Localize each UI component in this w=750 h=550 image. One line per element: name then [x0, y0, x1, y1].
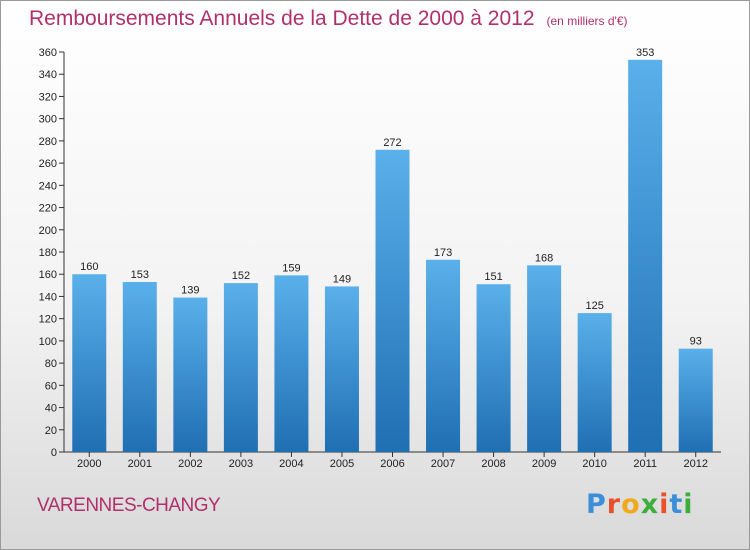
- y-tick-label: 220: [39, 203, 57, 215]
- y-tick-label: 40: [45, 403, 57, 415]
- y-tick-label: 320: [39, 91, 57, 103]
- value-label-2001: 153: [131, 269, 149, 281]
- y-tick-label: 0: [51, 447, 57, 459]
- logo-letter: P: [586, 489, 607, 520]
- y-tick-label: 160: [39, 269, 57, 281]
- bar-2002: [173, 297, 208, 452]
- value-label-2012: 93: [690, 336, 702, 348]
- x-tick-label: 2005: [330, 458, 354, 470]
- x-tick-label: 2010: [582, 458, 606, 470]
- value-label-2009: 168: [535, 252, 553, 264]
- value-label-2008: 151: [484, 271, 502, 283]
- commune-name: VARENNES-CHANGY: [37, 495, 221, 516]
- x-tick-label: 2002: [178, 458, 202, 470]
- y-tick-label: 140: [39, 291, 57, 303]
- logo-letter: t: [669, 489, 684, 520]
- bar-2012: [678, 348, 713, 452]
- y-tick-label: 360: [39, 47, 57, 59]
- y-tick-label: 80: [45, 358, 57, 370]
- logo-letter: o: [621, 489, 641, 520]
- bar-2000: [72, 274, 107, 452]
- y-tick-label: 180: [39, 247, 57, 259]
- value-labels: 160 153 139 152 159 149 272 173 151 168 125 353 93: [80, 47, 702, 348]
- y-tick-label: 240: [39, 180, 57, 192]
- bar-2003: [223, 283, 258, 452]
- bar-2011: [628, 59, 663, 453]
- y-tick-label: 340: [39, 69, 57, 81]
- bar-2007: [426, 259, 461, 452]
- x-tick-label: 2006: [380, 458, 404, 470]
- bar-2008: [476, 284, 511, 452]
- value-label-2010: 125: [585, 300, 603, 312]
- unit-label: (en milliers d'€): [546, 14, 628, 28]
- value-label-2003: 152: [232, 270, 250, 282]
- bar-2009: [527, 265, 562, 452]
- x-tick-label: 2009: [532, 458, 556, 470]
- value-label-2007: 173: [434, 247, 452, 259]
- bar-2006: [375, 149, 410, 452]
- y-tick-label: 120: [39, 314, 57, 326]
- logo-letter: r: [606, 489, 622, 520]
- bar-2010: [577, 313, 612, 452]
- y-tick-label: 200: [39, 225, 57, 237]
- bar-2001: [122, 282, 157, 452]
- y-tick-label: 260: [39, 158, 57, 170]
- x-tick-label: 2007: [431, 458, 455, 470]
- logo-letter: i: [659, 489, 670, 520]
- y-tick-label: 300: [39, 114, 57, 126]
- value-label-2000: 160: [80, 261, 98, 273]
- value-label-2011: 353: [636, 47, 654, 59]
- bars: [72, 59, 713, 453]
- logo-letter: i: [683, 489, 694, 520]
- y-tick-label: 60: [45, 380, 57, 392]
- x-tick-label: 2000: [77, 458, 101, 470]
- title-text: Remboursements Annuels de la Dette de 20…: [29, 7, 535, 30]
- value-label-2002: 139: [181, 285, 199, 297]
- x-tick-label: 2008: [481, 458, 505, 470]
- value-label-2005: 149: [333, 273, 351, 285]
- value-label-2004: 159: [282, 262, 300, 274]
- y-axis: 0 20 40 60 80 100 120 140 160 180 200 220 240 260 280 3…: [39, 47, 65, 459]
- bar-2004: [274, 275, 309, 452]
- logo-letter: x: [640, 489, 660, 520]
- bar-2005: [324, 286, 359, 452]
- y-tick-label: 280: [39, 136, 57, 148]
- chart-title: Remboursements Annuels de la Dette de 20…: [29, 7, 628, 31]
- x-tick-label: 2001: [128, 458, 152, 470]
- x-tick-label: 2004: [279, 458, 303, 470]
- x-tick-label: 2012: [683, 458, 707, 470]
- x-tick-label: 2003: [229, 458, 253, 470]
- proxiti-logo: Proxiti: [586, 489, 694, 520]
- y-tick-label: 100: [39, 336, 57, 348]
- x-axis: 2000 2001 2002 2003 2004 2005 2006 2007 2008 2009…: [64, 451, 721, 470]
- value-label-2006: 272: [383, 137, 401, 149]
- x-tick-label: 2011: [633, 458, 657, 470]
- y-tick-label: 20: [45, 425, 57, 437]
